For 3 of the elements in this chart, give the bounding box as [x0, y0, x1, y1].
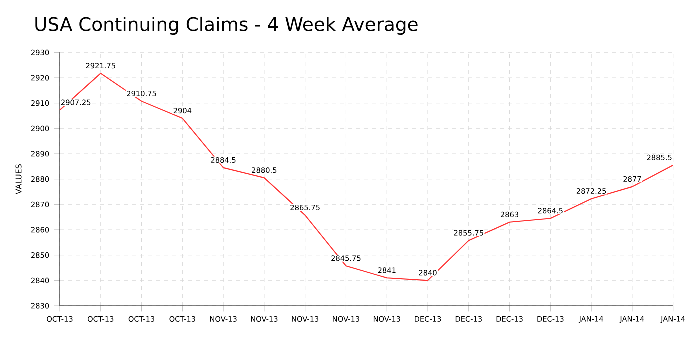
y-axis-title: VALUES: [16, 164, 22, 195]
chart-title: USA Continuing Claims - 4 Week Average: [36, 16, 418, 36]
line-series: [59, 73, 674, 282]
